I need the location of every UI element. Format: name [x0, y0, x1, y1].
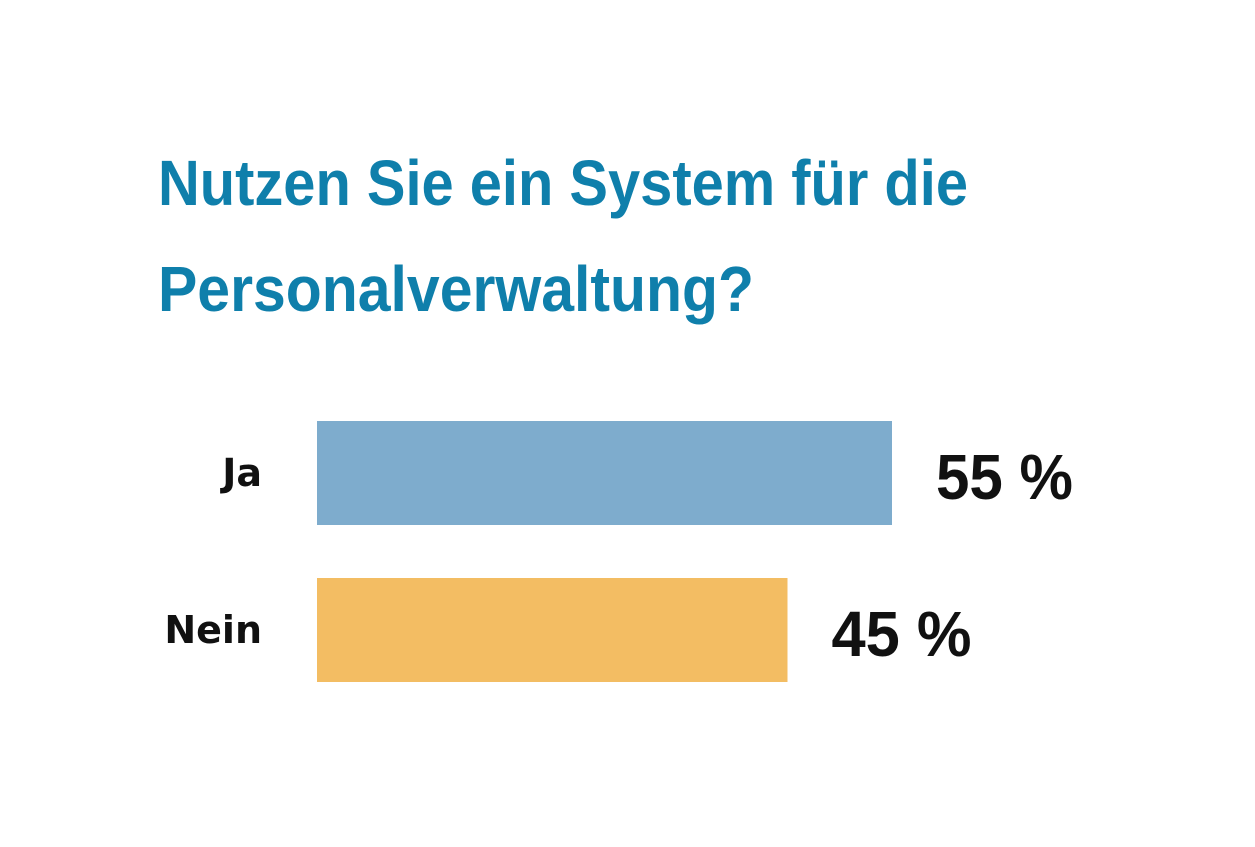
chart-title: Nutzen Sie ein System für die Personalve…	[158, 147, 968, 325]
bar-ja	[317, 421, 892, 525]
chart-title-line-2: Personalverwaltung?	[158, 253, 754, 325]
chart-title-line-1: Nutzen Sie ein System für die	[158, 147, 968, 219]
bars-group: Ja 55 % Nein 45 %	[164, 421, 1073, 682]
value-label-ja: 55 %	[936, 441, 1073, 513]
value-label-nein: 45 %	[832, 598, 972, 670]
bar-nein	[317, 578, 788, 682]
category-label-ja: Ja	[219, 451, 262, 495]
category-label-nein: Nein	[164, 608, 262, 652]
